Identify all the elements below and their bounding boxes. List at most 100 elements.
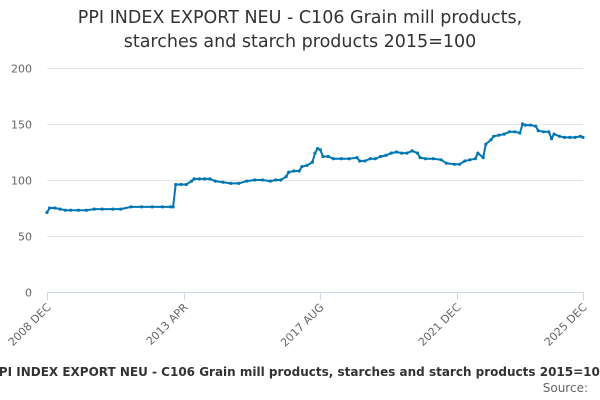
data-point-2021-08: [444, 161, 448, 165]
data-point-2015-04: [245, 179, 249, 183]
data-point-2025-05: [563, 135, 567, 139]
data-point-2025-11: [578, 134, 583, 138]
data-point-2017-11: [326, 154, 330, 159]
data-point-2016-08: [287, 170, 291, 174]
data-point-2016-05: [279, 178, 283, 182]
data-point-2019-09: [384, 153, 388, 157]
data-point-2023-02: [492, 134, 496, 138]
data-point-2010-06: [92, 207, 96, 211]
series-line-0: [46, 123, 584, 214]
data-point-2025-03: [557, 134, 562, 138]
data-point-2021-03: [431, 157, 435, 161]
data-point-2025-12: [581, 135, 585, 139]
data-point-2020-03: [400, 151, 404, 155]
data-point-2010-03: [84, 208, 88, 212]
data-point-2024-06: [534, 124, 538, 128]
y-tick-label-150: 150: [11, 119, 32, 132]
data-point-2022-05: [468, 158, 472, 162]
x-tick-label-2017-aug: 2017 AUG: [278, 301, 327, 350]
data-point-2024-01: [521, 122, 525, 126]
data-point-2023-12: [518, 131, 522, 135]
data-point-2014-10: [229, 181, 233, 185]
data-point-2024-04: [528, 123, 533, 127]
data-point-2014-02: [208, 177, 212, 181]
data-point-2021-11: [452, 162, 456, 166]
y-tick-label-100: 100: [11, 175, 32, 188]
data-point-2010-09: [100, 207, 104, 211]
data-point-2022-08: [476, 151, 480, 155]
data-point-2020-01: [394, 150, 399, 154]
data-point-2011-01: [111, 207, 115, 211]
data-point-2021-06: [439, 158, 443, 162]
data-point-2023-06: [502, 132, 506, 136]
data-point-2020-09: [415, 151, 420, 155]
data-point-2019-03: [368, 157, 372, 161]
data-point-2024-12: [549, 137, 554, 141]
data-point-2013-08: [192, 177, 196, 181]
data-point-2019-01: [363, 159, 367, 163]
data-point-2020-07: [410, 149, 414, 153]
data-point-2016-03: [274, 178, 278, 182]
data-point-2023-10: [513, 130, 517, 134]
data-point-2025-09: [573, 135, 577, 139]
data-point-2011-12: [140, 205, 144, 209]
data-point-2020-05: [405, 151, 409, 155]
data-point-2017-01: [300, 165, 304, 169]
data-point-2018-07: [347, 157, 351, 161]
y-tick-label-200: 200: [11, 63, 32, 76]
data-point-2018-01: [331, 157, 335, 161]
y-tick-label-0: 0: [25, 287, 32, 300]
data-point-2017-06: [313, 151, 317, 155]
data-point-2017-05: [310, 160, 314, 164]
data-point-2015-10: [260, 178, 265, 182]
chart-title-line-2: starches and starch products 2015=100: [123, 32, 477, 52]
data-point-2011-04: [119, 207, 123, 211]
legend[interactable]: PPI INDEX EXPORT NEU - C106 Grain mill p…: [0, 365, 600, 379]
x-tick-label-2013-apr: 2013 APR: [144, 301, 191, 348]
x-tick-label-2008-dec: 2008 DEC: [6, 301, 54, 349]
data-point-2023-01: [489, 138, 493, 142]
data-point-2009-03: [53, 206, 57, 210]
data-point-2020-12: [423, 157, 427, 161]
data-point-2023-04: [497, 133, 501, 137]
data-point-2019-05: [373, 157, 377, 161]
data-point-2019-11: [389, 151, 393, 155]
chart-title-line-1: PPI INDEX EXPORT NEU - C106 Grain mill p…: [77, 8, 523, 28]
data-point-2018-04: [339, 157, 343, 161]
data-point-2017-03: [305, 163, 309, 167]
data-point-2023-08: [507, 130, 511, 134]
data-point-2022-07: [473, 157, 477, 161]
data-point-2013-03: [179, 182, 183, 187]
x-tick-label-2025-dec: 2025 DEC: [542, 301, 590, 349]
source-label: Source:: [542, 381, 588, 395]
data-point-2025-01: [552, 132, 556, 136]
data-point-2012-12: [171, 205, 175, 209]
data-point-2019-07: [379, 154, 383, 159]
data-point-2013-12: [203, 177, 207, 181]
data-point-2018-11: [358, 159, 362, 163]
data-point-2012-11: [168, 205, 173, 209]
data-point-2013-10: [197, 177, 201, 181]
data-point-2008-12: [45, 210, 49, 215]
y-tick-label-50: 50: [18, 231, 32, 244]
data-point-2020-10: [418, 156, 422, 160]
data-point-2024-11: [547, 130, 551, 134]
data-point-2025-07: [568, 135, 572, 139]
data-point-2015-07: [253, 178, 257, 182]
data-point-2012-08: [161, 205, 165, 209]
data-point-2022-10: [481, 156, 485, 160]
data-point-2022-03: [463, 159, 467, 163]
data-point-2009-07: [63, 208, 67, 212]
x-tick-label-2021-dec: 2021 DEC: [416, 301, 464, 349]
data-point-2022-11: [484, 142, 488, 146]
data-point-2024-09: [542, 130, 546, 134]
data-point-2016-10: [292, 169, 296, 173]
data-point-2017-09: [321, 154, 325, 159]
legend-series-label[interactable]: PPI INDEX EXPORT NEU - C106 Grain mill p…: [0, 365, 600, 379]
data-point-2009-05: [58, 207, 62, 211]
data-point-2014-04: [213, 179, 217, 183]
data-point-2017-07: [316, 147, 320, 151]
data-point-2009-09: [69, 208, 73, 212]
data-point-2016-01: [268, 179, 272, 183]
